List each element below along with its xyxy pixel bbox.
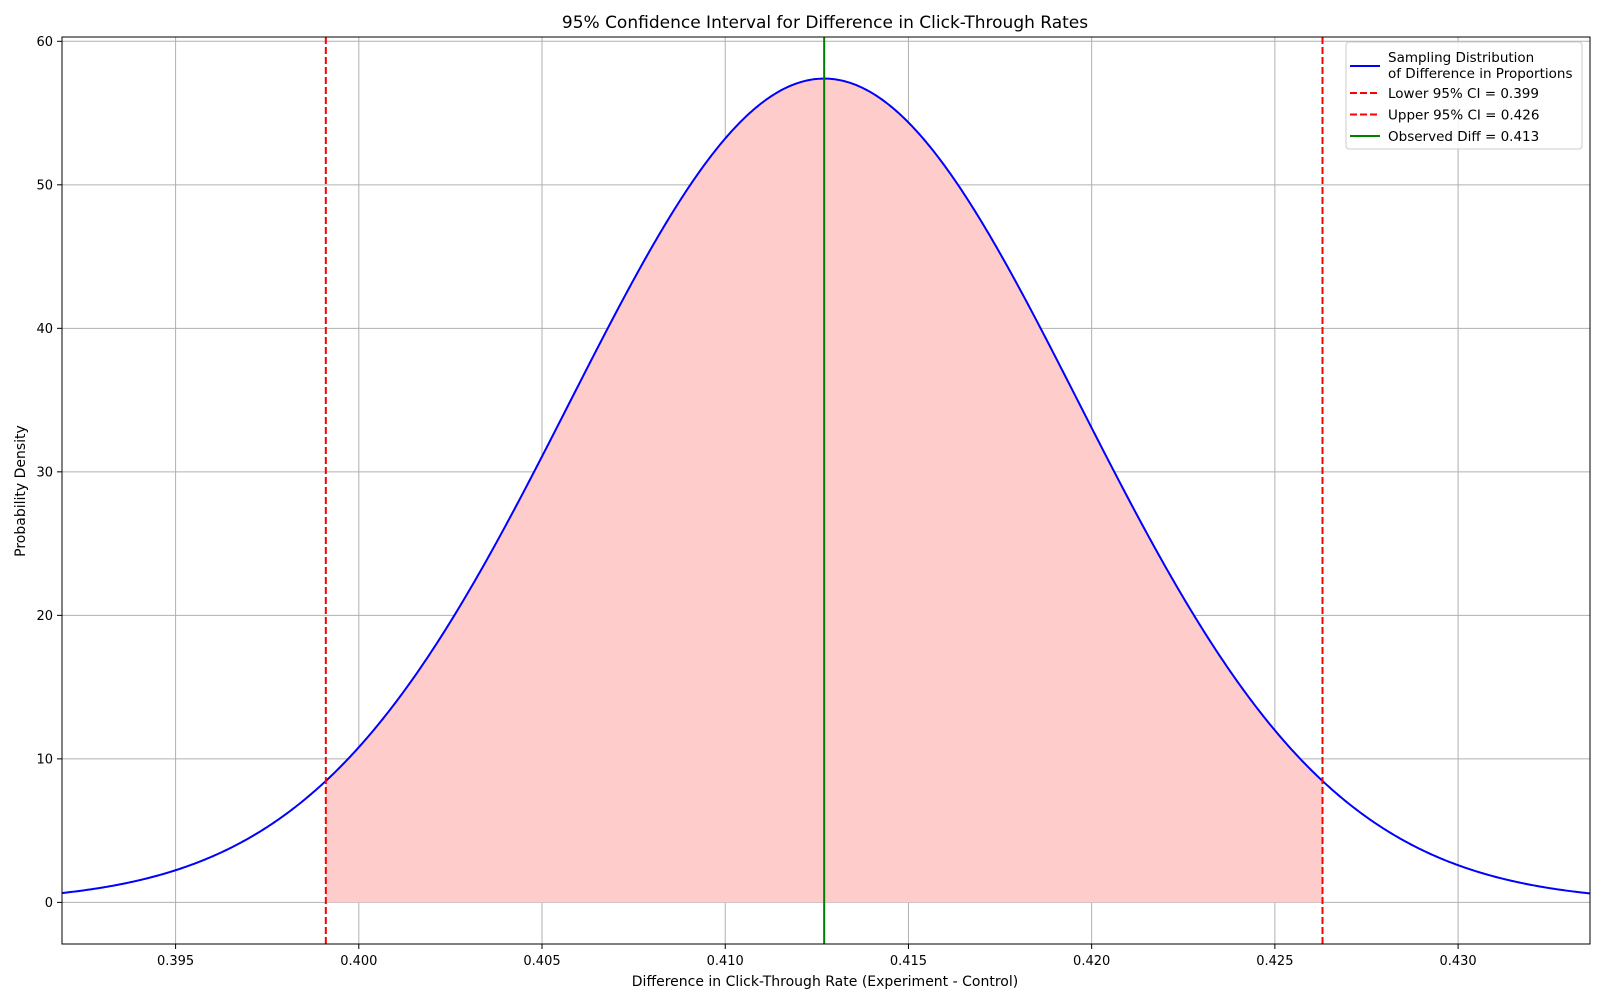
- sampling-distribution-curve: [61, 77, 1591, 895]
- chart-title: 95% Confidence Interval for Difference i…: [562, 13, 1088, 33]
- x-tick-label-1: 0.400: [340, 954, 377, 969]
- legend-label-upper-ci: Upper 95% CI = 0.426: [1388, 108, 1539, 124]
- curve-layer: [61, 77, 1591, 895]
- x-axis-label: Difference in Click-Through Rate (Experi…: [632, 974, 1018, 990]
- tick-layer: 0.395 0.400 0.405 0.410 0.415 0.420 0.425 0.430…: [36, 35, 1476, 969]
- legend-box: [1345, 41, 1583, 150]
- plot-frame: [61, 36, 1591, 945]
- y-tick-label-1: 10: [36, 752, 53, 767]
- y-tick-label-0: 0: [45, 896, 53, 911]
- y-tick-label-5: 50: [36, 178, 53, 193]
- y-tick-label-6: 60: [36, 35, 53, 50]
- axes-layer: [61, 36, 1591, 945]
- x-tick-label-2: 0.405: [523, 954, 560, 969]
- legend-label-lower-ci: Lower 95% CI = 0.399: [1388, 86, 1539, 102]
- x-tick-label-4: 0.415: [890, 954, 927, 969]
- legend-label-sampling-distribution-line2: of Difference in Proportions: [1388, 66, 1572, 82]
- y-tick-label-4: 40: [36, 322, 53, 337]
- y-tick-label-2: 20: [36, 609, 53, 624]
- x-tick-label-3: 0.410: [707, 954, 744, 969]
- y-tick-label-3: 30: [36, 465, 53, 480]
- x-tick-label-7: 0.430: [1439, 954, 1476, 969]
- x-tick-label-6: 0.425: [1256, 954, 1293, 969]
- y-axis-label: Probability Density: [13, 425, 29, 557]
- x-tick-label-5: 0.420: [1073, 954, 1110, 969]
- vline-layer: [324, 37, 1324, 944]
- legend-label-observed-diff: Observed Diff = 0.413: [1388, 129, 1539, 145]
- legend-label-sampling-distribution-line1: Sampling Distribution: [1388, 50, 1534, 66]
- x-tick-label-0: 0.395: [157, 954, 194, 969]
